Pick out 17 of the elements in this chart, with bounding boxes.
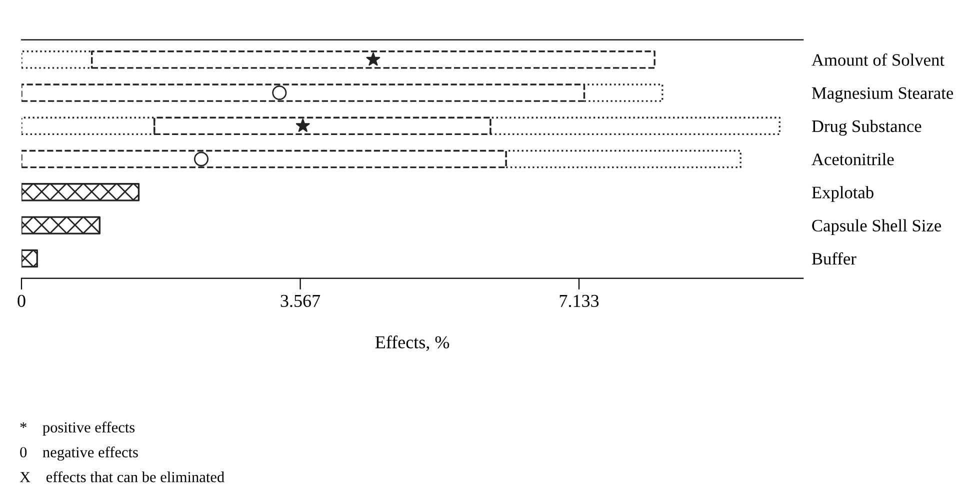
y-tick-label: Magnesium Stearate xyxy=(812,87,954,103)
bar xyxy=(21,249,38,268)
x-tick-label: 0 xyxy=(18,294,26,307)
y-tick-label: Drug Substance xyxy=(812,120,922,136)
x-axis-title: Effects, % xyxy=(375,335,450,351)
y-tick-label: Buffer xyxy=(812,252,856,265)
y-tick-label: Amount of Solvent xyxy=(812,53,944,66)
x-tick-label: 7.133 xyxy=(560,294,599,308)
x-tick-label: 3.567 xyxy=(280,294,320,308)
text: * positive effects xyxy=(20,422,135,436)
y-tick-label: Explotab xyxy=(812,186,874,202)
text: X effects that can be eliminated xyxy=(20,471,224,482)
bar xyxy=(21,183,140,202)
y-tick-label: Acetonitrile xyxy=(812,153,894,166)
y-tick-label: Capsule Shell Size xyxy=(812,219,942,236)
text: 0 negative effects xyxy=(20,446,138,461)
bar xyxy=(21,216,100,234)
